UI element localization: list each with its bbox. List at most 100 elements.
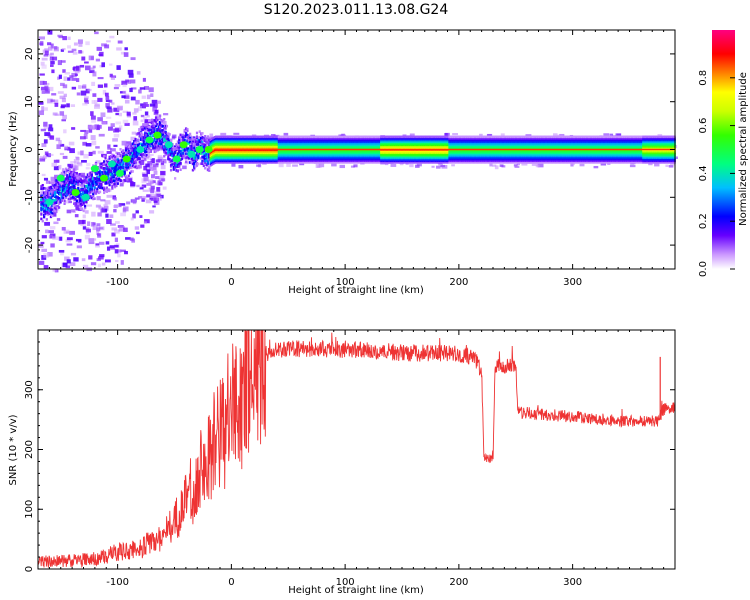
spectrogram-cell: [213, 161, 216, 165]
spectrogram-cell: [141, 157, 147, 162]
spectrogram-cell: [62, 155, 68, 159]
spectrogram-cell: [356, 156, 360, 159]
spectrogram-cell: [104, 44, 110, 49]
spectrogram-cell: [43, 252, 50, 258]
spectrogram-cell: [298, 135, 301, 139]
spectrogram-cell: [77, 183, 80, 186]
spectrogram-cell: [367, 138, 371, 142]
spectrogram-cell: [113, 128, 120, 133]
spectrogram-cell: [285, 151, 289, 155]
spectrogram-cell: [217, 159, 220, 163]
spectrogram-cell: [47, 46, 53, 51]
spectrogram-cell: [131, 198, 137, 203]
spectrogram-cell: [115, 121, 122, 125]
spectrogram-cell: [115, 167, 118, 171]
spectrogram-cell: [99, 51, 104, 57]
spectrogram-cell: [322, 151, 326, 155]
spectrogram-cell: [270, 141, 274, 145]
spectrogram-cell: [65, 265, 71, 269]
spectrogram-cell: [194, 149, 197, 152]
spectrogram-cell: [106, 106, 112, 110]
spectrogram-cell: [367, 135, 371, 139]
spectrogram-cell: [210, 143, 214, 147]
spectrogram-cell: [153, 142, 156, 146]
spectrogram-cell: [164, 124, 167, 128]
spectrogram-cell: [230, 159, 233, 163]
spectrogram-cell: [270, 156, 274, 159]
spectrogram-cell: [331, 163, 337, 167]
spectrogram-cell: [236, 153, 240, 156]
spectrogram-cell: [49, 135, 55, 140]
spectrogram-cell: [321, 156, 324, 159]
spectrogram-cell: [268, 154, 271, 158]
spectrogram-cell: [305, 159, 308, 163]
spectrogram-cell: [47, 194, 50, 198]
spectrogram-cell: [150, 118, 154, 122]
spectrogram-cell: [62, 193, 65, 197]
spectrogram-cell: [337, 149, 341, 153]
spectrogram-cell: [285, 154, 289, 158]
spectrogram-cell: [49, 185, 53, 189]
spectrogram-cell: [228, 159, 231, 163]
spectrogram-cell: [258, 161, 261, 164]
spectrogram-cell: [63, 190, 66, 194]
spectrogram-cell: [365, 141, 368, 145]
spectrogram-cell: [154, 116, 158, 119]
spectrogram-cell: [313, 154, 316, 158]
spectrogram-cell: [115, 259, 119, 263]
spectrogram-cell: [264, 149, 267, 153]
spectrogram-cell: [59, 152, 65, 156]
spectrogram-cell: [131, 149, 134, 152]
spectrogram-cell: [254, 151, 257, 155]
spectrogram-cell: [361, 135, 364, 139]
spectrogram-cell: [204, 143, 207, 147]
spectrogram-cell: [294, 159, 297, 163]
spectrogram-cell: [246, 141, 249, 145]
spectrogram-cell: [206, 160, 210, 163]
spectrogram-cell: [275, 143, 278, 147]
spectrogram-cell: [317, 157, 320, 161]
spectrogram-cell: [225, 146, 229, 150]
spectrogram-cell: [332, 137, 335, 140]
spectrogram-cell: [52, 189, 55, 193]
spectrogram-cell: [344, 149, 347, 153]
spectrogram-cell: [247, 159, 250, 163]
spectrogram-cell: [272, 159, 275, 163]
spectrogram-cell: [284, 137, 287, 140]
spectrogram-cell: [337, 143, 341, 147]
spectrogram-cell: [298, 153, 301, 156]
spectrogram-cell: [61, 60, 66, 63]
spectrogram-cell: [149, 153, 154, 156]
spectrogram-cell: [325, 153, 328, 156]
spectrogram-cell: [90, 180, 93, 183]
spectrogram-cell: [179, 152, 182, 156]
spectrogram-cell: [217, 151, 220, 155]
spectrogram-cell: [273, 143, 276, 147]
spectrogram-cell: [121, 80, 128, 86]
spectrogram-cell: [240, 161, 244, 164]
spectrogram-cell: [209, 140, 212, 143]
spectrogram-cell: [131, 160, 134, 163]
spectrogram-cell: [130, 79, 136, 84]
spectrogram-cell: [40, 61, 45, 66]
spectrogram-cell: [150, 158, 154, 163]
spectrogram-cell: [118, 161, 121, 165]
spectrogram-cell: [110, 76, 115, 80]
spectrogram-cell: [153, 103, 158, 108]
spectrogram-cell: [79, 178, 83, 181]
spectrogram-cell: [273, 154, 276, 158]
spectrogram-cell: [161, 178, 166, 182]
spectrogram-cell: [361, 141, 364, 145]
spectrogram-cell: [96, 176, 99, 180]
spectrogram-cell: [101, 180, 104, 183]
spectrogram-cell: [238, 164, 244, 169]
spectrogram-cell: [85, 181, 88, 185]
spectrogram-cell: [311, 137, 315, 140]
spectrogram-cell: [246, 138, 249, 142]
spectrogram-cell: [266, 154, 270, 158]
spectrogram-cell: [294, 157, 297, 161]
spectrogram-cell: [46, 53, 52, 57]
spectrogram-cell: [279, 156, 282, 159]
spectrogram-cell: [230, 149, 233, 153]
spectrogram-cell: [294, 138, 297, 142]
